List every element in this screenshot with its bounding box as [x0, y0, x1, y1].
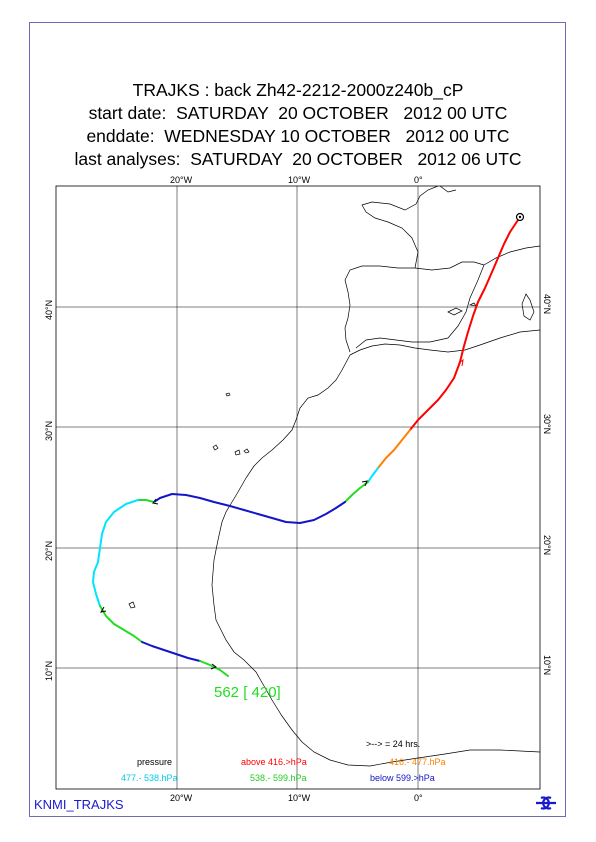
tick-bottom-lon-3: 0°	[414, 793, 423, 803]
coastlines	[128, 186, 540, 767]
trajectory-segment-cyan-1	[367, 467, 379, 483]
legend-416-477: 416.- 477.hPa	[389, 757, 446, 767]
tick-left-lat-4: 10°N	[44, 661, 54, 681]
trajectory-segment-green-1	[344, 481, 369, 503]
graticule	[56, 186, 540, 789]
tick-right-lat-1: 40°N	[542, 294, 552, 314]
tick-bottom-lon-1: 20°W	[170, 793, 193, 803]
trajectory-segment-blue-2	[141, 641, 201, 662]
legend-arrow-note: >--> = 24 hrs.	[366, 739, 420, 749]
trajectory-segment-green-4	[199, 660, 229, 677]
trajectory-segment-orange	[377, 429, 411, 469]
tick-right-lat-2: 30°N	[542, 414, 552, 434]
tick-left-lat-1: 40°N	[44, 300, 54, 320]
trajectory-path	[92, 219, 519, 677]
time-markers	[99, 358, 464, 670]
page-frame	[29, 22, 566, 817]
legend-above: above 416.>hPa	[241, 757, 307, 767]
trajectory-segment-cyan-2	[92, 499, 139, 607]
title-line-3: enddate: WEDNESDAY 10 OCTOBER 2012 00 UT…	[86, 126, 510, 146]
title-line-2: start date: SATURDAY 20 OCTOBER 2012 00 …	[88, 103, 508, 123]
trajectory-segment-blue-1	[153, 493, 346, 524]
title-line-1: TRAJKS : back Zh42-2212-2000z240b_cP	[132, 80, 464, 100]
tick-top-lon-2: 10°W	[288, 175, 311, 185]
trajectory-segment-green-2	[137, 499, 155, 503]
legend-below: below 599.>hPa	[370, 773, 435, 783]
start-point-icon	[515, 212, 525, 222]
brand-label: KNMI_TRAJKS	[34, 797, 124, 812]
legend-538-599: 538.- 599.hPa	[250, 773, 307, 783]
ecmwf-logo-icon	[536, 796, 556, 810]
tick-bottom-lon-2: 10°W	[288, 793, 311, 803]
trajectory-segment-red	[409, 219, 519, 431]
legend-477-538: 477.- 538.hPa	[121, 773, 178, 783]
tick-right-lat-3: 20°N	[542, 535, 552, 555]
tick-right-lat-4: 10°N	[542, 655, 552, 675]
endpoint-label: 562 [ 420]	[214, 684, 281, 701]
map-box	[55, 185, 541, 790]
tick-left-lat-2: 30°N	[44, 421, 54, 441]
title-line-4: last analyses: SATURDAY 20 OCTOBER 2012 …	[74, 149, 522, 169]
tick-left-lat-3: 20°N	[44, 541, 54, 561]
legend-pressure-label: pressure	[137, 757, 172, 767]
tick-top-lon-1: 20°W	[170, 175, 193, 185]
tick-top-lon-3: 0°	[414, 175, 423, 185]
trajectory-segment-green-3	[99, 605, 143, 643]
